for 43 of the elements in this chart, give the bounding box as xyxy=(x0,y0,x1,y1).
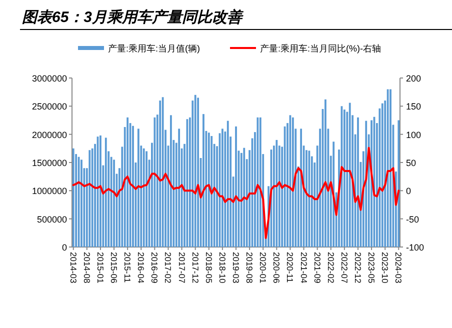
x-tick-label: 2015-01 xyxy=(95,252,106,284)
y2-tick-label: 150 xyxy=(406,102,422,112)
y2-tick-label: -50 xyxy=(406,214,420,224)
y-tick-label: 1500000 xyxy=(32,158,67,168)
legend-label: 产量:乘用车:当月值(辆) xyxy=(108,44,200,54)
y-tick-label: 3000000 xyxy=(32,74,67,84)
x-tick-label: 2022-07 xyxy=(339,252,350,284)
y-tick-label: 0 xyxy=(62,242,67,252)
x-tick-label: 2021-09 xyxy=(312,252,322,284)
x-tick-label: 2016-04 xyxy=(136,252,146,284)
chart-title: 图表65：3月乘用车产量同比改善 xyxy=(22,8,244,26)
x-tick-label: 2020-11 xyxy=(285,252,296,283)
x-tick-label: 2014-03 xyxy=(68,252,78,284)
x-tick-label: 2017-07 xyxy=(176,252,187,284)
y2-tick-label: -100 xyxy=(406,242,424,252)
y2-tick-label: 100 xyxy=(406,130,422,140)
y-tick-label: 500000 xyxy=(36,214,67,224)
x-tick-label: 2022-02 xyxy=(326,252,336,284)
x-tick-label: 2014-08 xyxy=(82,252,92,284)
x-tick-label: 2023-05 xyxy=(366,252,377,284)
x-tick-label: 2024-03 xyxy=(394,252,404,284)
x-tick-label: 2016-09 xyxy=(150,252,160,284)
x-tick-label: 2015-11 xyxy=(122,252,133,283)
y-tick-label: 2500000 xyxy=(32,102,67,112)
x-tick-label: 2017-12 xyxy=(190,252,200,284)
y-tick-label: 2000000 xyxy=(32,130,67,140)
x-tick-label: 2019-03 xyxy=(231,252,241,284)
x-tick-label: 2020-01 xyxy=(258,252,268,284)
x-tick-label: 2022-12 xyxy=(352,252,363,284)
y2-tick-label: 200 xyxy=(406,74,422,84)
x-tick-label: 2018-10 xyxy=(217,252,228,284)
x-tick-label: 2023-10 xyxy=(380,252,390,284)
y2-tick-label: 0 xyxy=(406,186,412,196)
y2-tick-label: 50 xyxy=(406,158,416,168)
line-series xyxy=(72,146,400,239)
y-tick-label: 1000000 xyxy=(32,186,67,196)
x-tick-label: 2015-06 xyxy=(109,252,120,284)
x-tick-label: 2019-08 xyxy=(244,252,255,284)
x-tick-label: 2021-04 xyxy=(298,252,309,284)
legend-label: 产量:乘用车:当月同比(%)-右轴 xyxy=(260,44,381,54)
x-tick-label: 2017-02 xyxy=(163,252,174,284)
x-tick-label: 2018-05 xyxy=(204,252,214,284)
x-tick-label: 2020-06 xyxy=(272,252,282,284)
